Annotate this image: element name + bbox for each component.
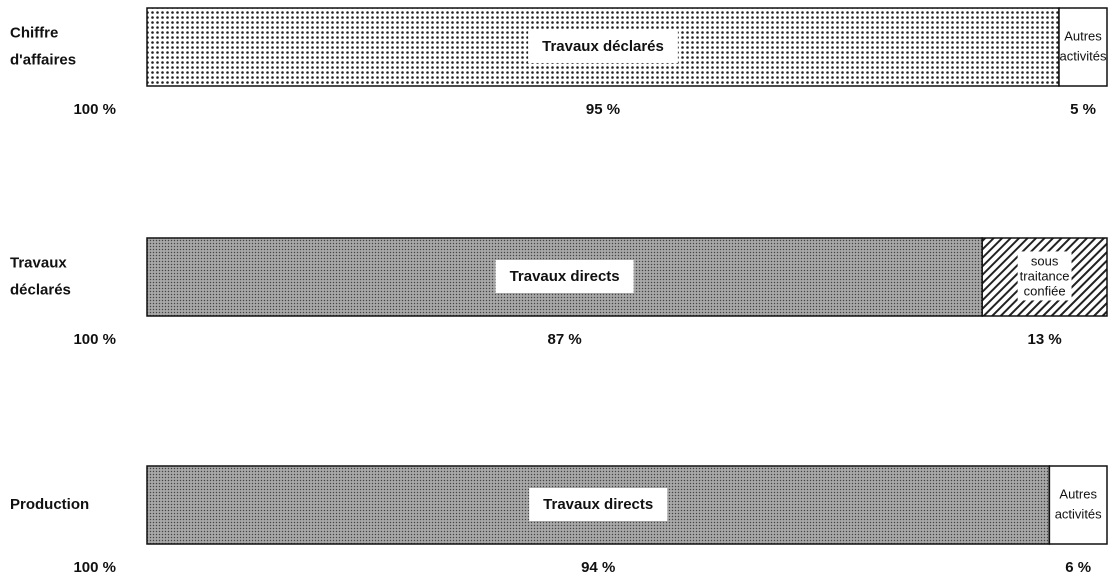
segment-label: Travaux directs (543, 496, 653, 513)
value-label: 5 % (1070, 101, 1096, 118)
row-label: déclarés (10, 281, 71, 298)
segment-label-box (495, 259, 634, 293)
row-label: Travaux (10, 254, 67, 271)
segment-label-box (528, 29, 678, 63)
segment-label: sous (1031, 253, 1059, 268)
segment-label-box (1060, 26, 1106, 66)
total-label: 100 % (73, 559, 116, 576)
segment-label: Travaux déclarés (542, 38, 664, 55)
segment-label-group: Travaux déclarés (528, 29, 678, 63)
row-label: Production (10, 496, 89, 513)
total-label: 100 % (73, 101, 116, 118)
segment-label-group: Travaux directs (495, 259, 634, 293)
segment-label: confiée (1024, 283, 1066, 298)
value-label: 87 % (547, 331, 581, 348)
segment-label-group: Autres activités (1052, 484, 1105, 524)
segment-label-group: Autres activités (1060, 26, 1107, 66)
segment-label-box (1017, 251, 1072, 301)
value-label: 13 % (1027, 331, 1061, 348)
row-label: d'affaires (10, 51, 76, 68)
segment-label-group: Travaux directs (529, 487, 668, 521)
value-label: 94 % (581, 559, 615, 576)
segment-label: activités (1060, 48, 1107, 63)
segment-label-box (529, 487, 668, 521)
total-label: 100 % (73, 331, 116, 348)
segment-label: Travaux directs (510, 268, 620, 285)
value-label: 95 % (586, 101, 620, 118)
segment-label-box (1052, 484, 1105, 524)
row-label: Chiffre (10, 24, 58, 41)
segment-label: Autres (1059, 486, 1097, 501)
segment-label: Autres (1064, 28, 1102, 43)
value-label: 6 % (1065, 559, 1091, 576)
segment-label: traitance (1020, 268, 1070, 283)
segment-label: activités (1055, 506, 1102, 521)
